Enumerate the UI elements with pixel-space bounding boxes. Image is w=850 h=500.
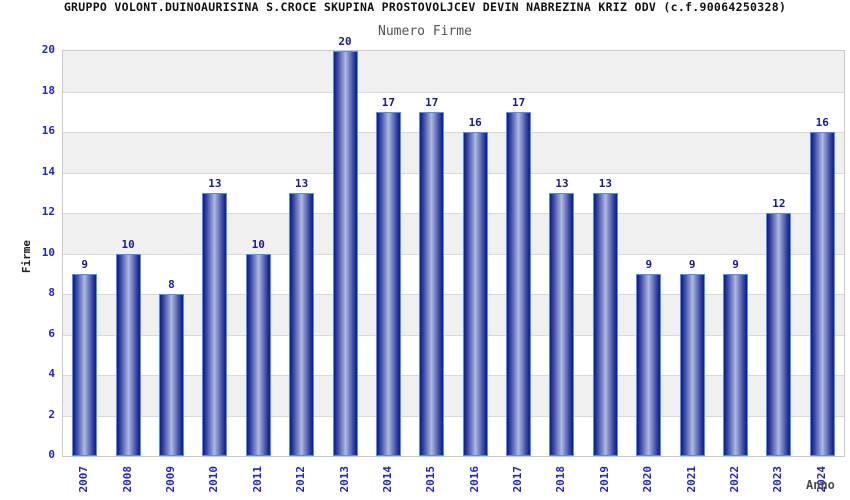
x-tick-label: 2020 bbox=[641, 466, 655, 493]
x-axis-label: Anno bbox=[806, 478, 835, 492]
grid-band bbox=[63, 51, 844, 92]
y-tick-label: 10 bbox=[41, 245, 55, 259]
bar-value-label: 9 bbox=[732, 257, 739, 271]
y-tick-label: 20 bbox=[41, 43, 55, 56]
bar-2024 bbox=[809, 132, 835, 456]
bar-value-label: 9 bbox=[645, 257, 653, 271]
x-tick-label: 2022 bbox=[728, 466, 742, 493]
x-tick-label: 2021 bbox=[684, 466, 698, 493]
x-tick-label: 2017 bbox=[511, 466, 525, 493]
y-tick-label: 14 bbox=[41, 164, 55, 178]
bar-2007 bbox=[72, 273, 98, 456]
bar-value-label: 10 bbox=[121, 237, 135, 251]
grid-band bbox=[63, 132, 844, 173]
gridline bbox=[63, 91, 844, 93]
bar-value-label: 13 bbox=[208, 176, 222, 190]
bar-2020 bbox=[636, 273, 662, 456]
gridline bbox=[63, 334, 844, 336]
x-tick-label: 2007 bbox=[77, 466, 91, 493]
x-tick-label: 2019 bbox=[597, 466, 611, 493]
bar-2019 bbox=[592, 192, 618, 456]
x-tick-label: 2011 bbox=[250, 466, 264, 493]
x-tick-label: 2008 bbox=[120, 466, 134, 493]
bar-value-label: 12 bbox=[772, 197, 786, 210]
bar-2022 bbox=[723, 273, 749, 456]
bar-value-label: 13 bbox=[598, 176, 612, 190]
x-tick-label: 2014 bbox=[380, 466, 394, 493]
bar-2012 bbox=[289, 192, 315, 456]
chart-title: GRUPPO VOLONT.DUINOAURISINA S.CROCE SKUP… bbox=[63, 0, 787, 14]
y-tick-label: 6 bbox=[48, 326, 55, 340]
gridline bbox=[63, 415, 844, 417]
bar-2010 bbox=[202, 192, 228, 456]
bar-value-label: 10 bbox=[251, 237, 265, 251]
x-tick-label: 2010 bbox=[207, 466, 221, 493]
gridline bbox=[63, 253, 844, 255]
bar-value-label: 17 bbox=[381, 95, 396, 109]
bar-value-label: 13 bbox=[555, 176, 569, 190]
bar-2023 bbox=[766, 213, 792, 456]
gridline bbox=[63, 132, 844, 133]
gridline bbox=[63, 213, 844, 214]
x-tick-label: 2015 bbox=[424, 466, 438, 493]
bar-2014 bbox=[375, 111, 401, 456]
y-tick-label: 0 bbox=[48, 448, 55, 461]
plot-area: 9 10 8 13 10 13 20 17 17 16 17 13 13 9 9 9 12 16 bbox=[62, 35, 845, 457]
grid-band bbox=[63, 375, 844, 416]
bar-value-label: 16 bbox=[815, 116, 829, 129]
x-tick-label: 2018 bbox=[554, 466, 568, 493]
y-tick-label: 12 bbox=[41, 205, 55, 218]
bar-2009 bbox=[158, 294, 184, 456]
x-tick-label: 2009 bbox=[163, 466, 177, 493]
bar-2013 bbox=[332, 51, 358, 456]
bar-2015 bbox=[419, 111, 445, 456]
bar-2011 bbox=[245, 253, 271, 456]
bar-value-label: 13 bbox=[295, 176, 309, 190]
bar-2016 bbox=[462, 132, 488, 456]
bar-value-label: 20 bbox=[338, 35, 352, 48]
y-tick-label: 16 bbox=[41, 124, 55, 137]
x-tick-label: 2012 bbox=[294, 466, 308, 493]
bar-value-label: 17 bbox=[511, 95, 526, 109]
bar-2017 bbox=[506, 111, 532, 456]
grid-band bbox=[63, 213, 844, 254]
x-tick-label: 2013 bbox=[337, 466, 351, 493]
y-tick-label: 2 bbox=[48, 407, 55, 421]
y-tick-label: 4 bbox=[48, 367, 55, 380]
x-tick-label: 2023 bbox=[771, 466, 785, 493]
y-tick-label: 18 bbox=[41, 83, 55, 97]
x-tick-label: 2016 bbox=[467, 466, 481, 493]
y-tick-label: 8 bbox=[48, 286, 55, 299]
gridline bbox=[63, 375, 844, 376]
gridline bbox=[63, 172, 844, 174]
bar-value-label: 8 bbox=[168, 278, 175, 291]
bar-value-label: 16 bbox=[468, 116, 482, 129]
bar-value-label: 9 bbox=[81, 257, 88, 271]
grid-band bbox=[63, 294, 844, 335]
bar-2008 bbox=[115, 253, 141, 456]
bar-value-label: 9 bbox=[688, 257, 696, 271]
bar-2021 bbox=[679, 273, 705, 456]
gridline bbox=[63, 294, 844, 295]
chart-subtitle: Numero Firme bbox=[378, 24, 472, 39]
bar-2018 bbox=[549, 192, 575, 456]
bar-value-label: 17 bbox=[425, 95, 439, 109]
